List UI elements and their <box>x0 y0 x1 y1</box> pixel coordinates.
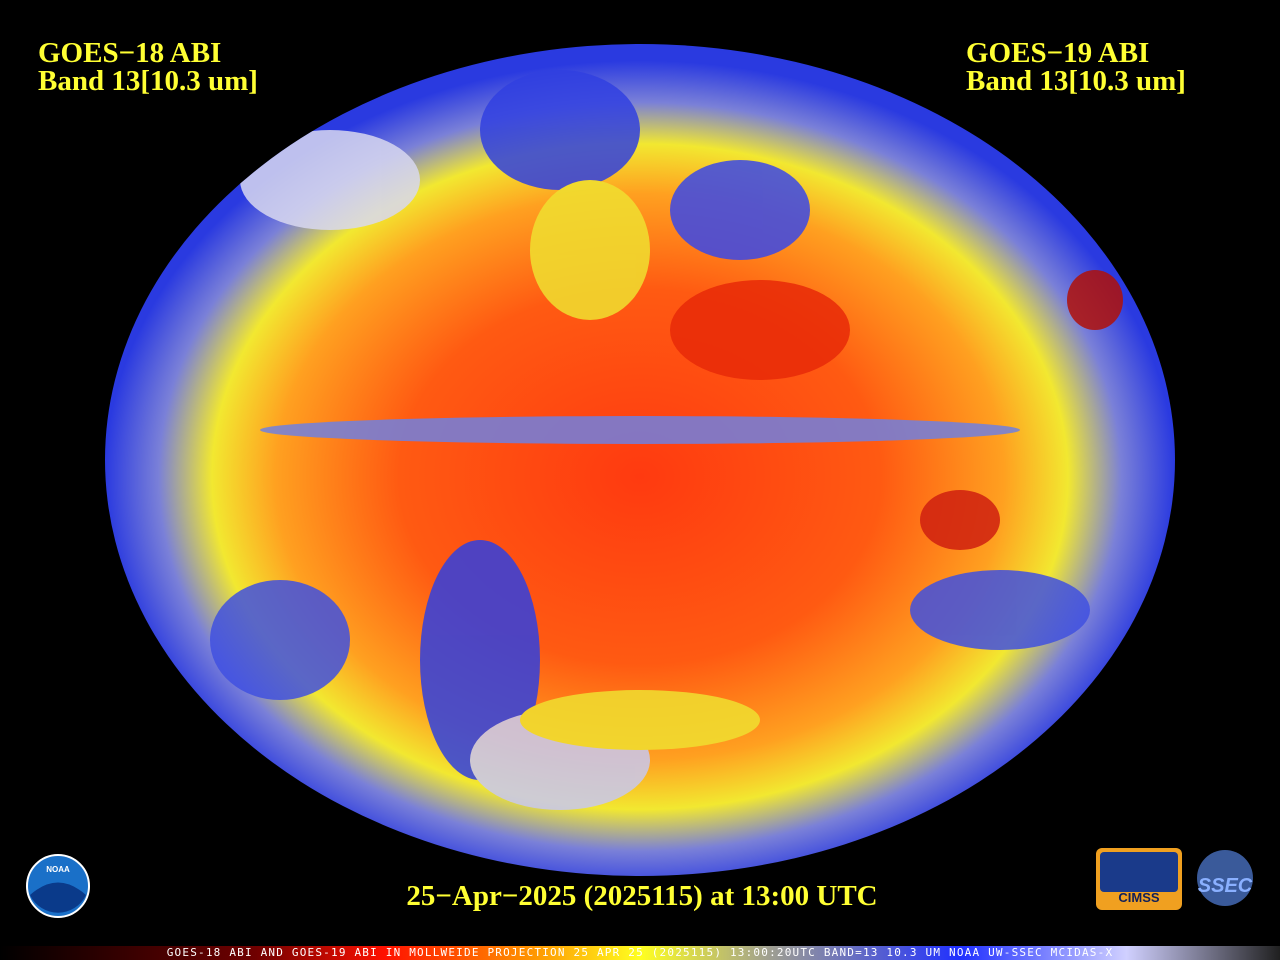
footer-text: GOES-18 ABI AND GOES-19 ABI IN MOLLWEIDE… <box>167 946 1114 959</box>
cloud-features <box>210 70 1123 810</box>
ssec-text: SSEC <box>1198 875 1253 897</box>
right-band: Band 13[10.3 um] <box>966 65 1186 97</box>
noaa-text: NOAA <box>46 865 70 874</box>
cimss-logo: CIMSS <box>1096 848 1182 910</box>
ssec-logo: SSEC <box>1197 850 1253 906</box>
cimss-text: CIMSS <box>1118 890 1160 905</box>
left-band: Band 13[10.3 um] <box>38 65 258 97</box>
color-scale-bar <box>0 946 1280 960</box>
right-title: GOES−19 ABI <box>966 37 1149 69</box>
timestamp: 25−Apr−2025 (2025115) at 13:00 UTC <box>406 880 877 912</box>
globe <box>105 44 1175 876</box>
left-title: GOES−18 ABI <box>38 37 221 69</box>
noaa-logo: NOAA <box>26 854 90 918</box>
